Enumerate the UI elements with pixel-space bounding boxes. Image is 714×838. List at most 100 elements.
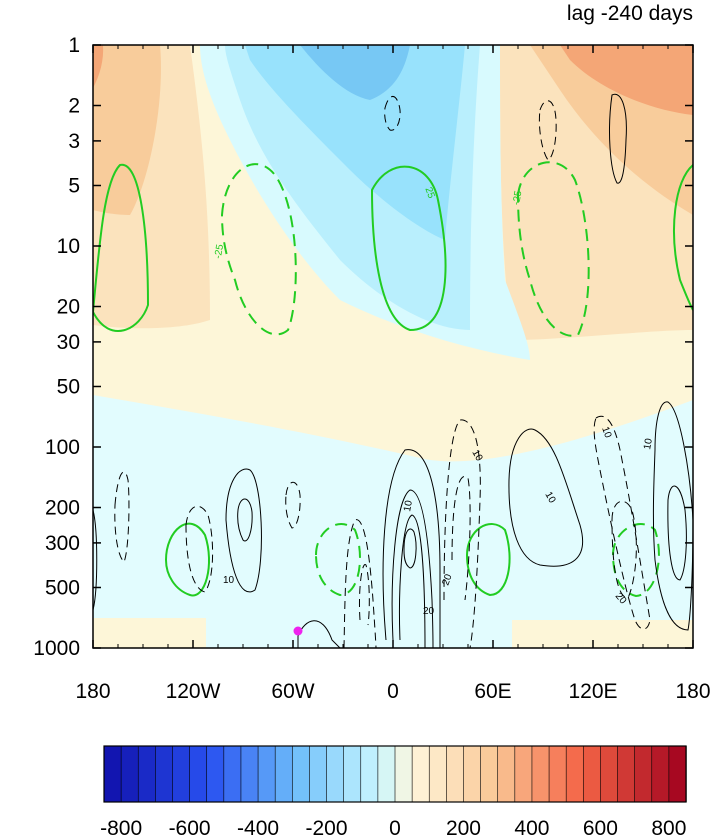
colorbar-tick-label: 800 <box>651 817 686 838</box>
colorbar-bin <box>651 745 670 803</box>
green-dashed-contour <box>611 523 660 598</box>
green-dashed-contour <box>220 163 297 336</box>
colorbar-frame <box>103 745 687 803</box>
black-dashed-contour <box>593 415 651 630</box>
colorbar-bin <box>309 745 328 803</box>
colorbar-bin <box>189 745 208 803</box>
colorbar-bin <box>411 745 430 803</box>
contour-label: 10 <box>469 448 484 464</box>
y-tick-label: 300 <box>45 532 80 555</box>
green-contour <box>93 163 150 332</box>
contour-label: -25 <box>213 243 226 260</box>
colorbar-tick-label: 200 <box>446 817 481 838</box>
colorbar-bin <box>172 745 191 803</box>
contour-label: 10 <box>223 575 235 586</box>
green-contour <box>370 165 447 332</box>
colorbar-bin <box>155 745 174 803</box>
contour-label: 20 <box>423 606 435 617</box>
y-tick-label: 200 <box>45 497 80 520</box>
x-tick-label: 180 <box>675 680 710 703</box>
black-contour <box>399 514 426 648</box>
colorbar-bin <box>257 745 276 803</box>
colorbar-bin <box>497 745 516 803</box>
contour-label: 10 <box>402 499 415 512</box>
green-contour <box>465 523 511 597</box>
contour-label: 10 <box>542 490 557 506</box>
y-tick-label: 1 <box>68 34 80 57</box>
colorbar-tick-label: 400 <box>514 817 549 838</box>
colorbar-tick-label: 600 <box>583 817 618 838</box>
colorbar-bin <box>360 745 379 803</box>
colorbar-bin <box>634 745 653 803</box>
colorbar-bin <box>463 745 482 803</box>
contour-label: 10 <box>599 425 613 440</box>
black-contour <box>382 449 441 648</box>
colorbar-tick-label: 0 <box>389 817 401 838</box>
x-tick-label: 60E <box>474 680 511 703</box>
contour-label: 25 <box>422 186 436 201</box>
colorbar-bin <box>240 745 259 803</box>
colorbar-bin <box>480 745 499 803</box>
location-marker <box>293 626 303 636</box>
colorbar: -800 -600 -400 -200 0 200 400 600 800 <box>100 745 687 838</box>
green-dashed-contour <box>516 161 590 337</box>
black-dashed-contour <box>451 476 471 601</box>
y-tick-label: 20 <box>57 296 80 319</box>
colorbar-bin <box>428 745 448 803</box>
chart-title: lag -240 days <box>567 2 693 25</box>
black-contour <box>225 468 262 593</box>
contour-label: 10 <box>642 437 655 450</box>
y-tick-label: 2 <box>68 95 80 118</box>
y-tick-label: 3 <box>68 130 80 153</box>
colorbar-bin <box>514 745 533 803</box>
colorbar-bin <box>377 745 396 803</box>
contour-lines <box>93 93 693 648</box>
x-tick-label: 60W <box>271 680 314 703</box>
colorbar-bin <box>394 745 413 803</box>
colorbar-bin <box>137 745 157 803</box>
y-tick-label: 50 <box>57 375 80 398</box>
shaded-field <box>93 45 693 648</box>
x-tick-label: 180 <box>75 680 110 703</box>
contour-label: 20 <box>440 572 454 587</box>
colorbar-tick-label: -200 <box>306 817 348 838</box>
y-axis: 1 2 3 5 10 20 30 50 100 200 300 500 1000 <box>33 34 693 660</box>
black-contour <box>403 528 417 569</box>
colorbar-bin <box>206 745 225 803</box>
colorbar-bin <box>223 745 242 803</box>
black-dashed-contour <box>285 481 301 529</box>
y-tick-label: 500 <box>45 576 80 599</box>
x-tick-label: 120E <box>568 680 617 703</box>
black-dashed-contour <box>384 96 401 131</box>
black-contour <box>237 498 253 542</box>
colorbar-bin <box>446 745 465 803</box>
y-tick-label: 100 <box>45 436 80 459</box>
colorbar-bin <box>531 745 550 803</box>
colorbar-bin <box>548 745 567 803</box>
black-contour <box>391 489 434 648</box>
black-dashed-contour <box>114 471 130 563</box>
green-contour <box>164 522 211 597</box>
x-axis: 180 120W 60W 0 60E 120E 180 <box>75 45 711 703</box>
x-tick-label: 0 <box>387 680 399 703</box>
colorbar-bin <box>274 745 293 803</box>
colorbar-bin <box>668 745 687 803</box>
black-contour <box>93 509 98 611</box>
black-dashed-contour <box>611 500 637 599</box>
colorbar-tick-label: -400 <box>237 817 279 838</box>
colorbar-bin <box>103 745 122 803</box>
black-contour <box>652 401 693 631</box>
y-tick-label: 10 <box>57 235 80 258</box>
contour-labels: 10 10 10 10 20 20 20 10 10 -25 25 -25 <box>213 186 655 617</box>
colorbar-bin <box>565 745 584 803</box>
black-contour <box>667 485 687 581</box>
colorbar-bin <box>291 745 311 803</box>
green-dashed-contour <box>314 523 361 597</box>
colorbar-tick-label: -800 <box>100 817 142 838</box>
colorbar-bin <box>326 745 345 803</box>
colorbar-bin <box>343 745 362 803</box>
y-tick-label: 1000 <box>33 637 80 660</box>
black-dashed-contour <box>358 564 370 626</box>
contour-label: -25 <box>511 190 524 207</box>
colorbar-tick-label: -600 <box>169 817 211 838</box>
